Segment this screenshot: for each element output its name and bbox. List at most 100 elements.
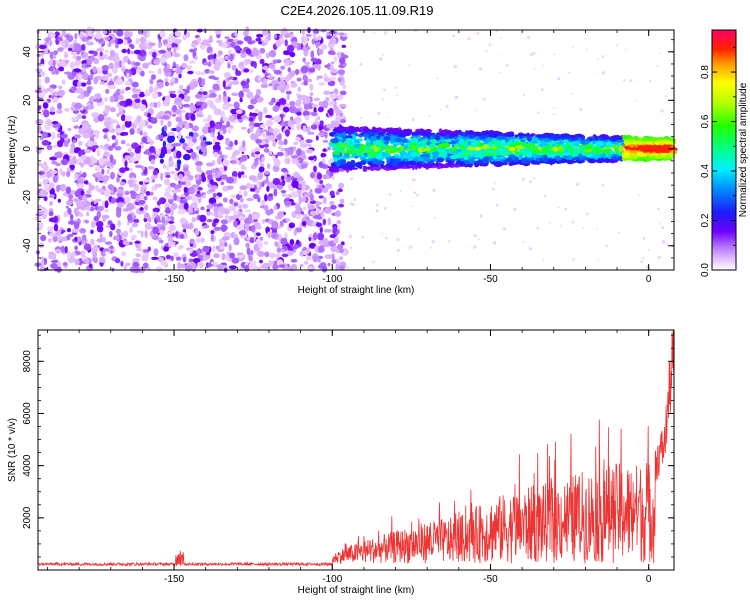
spectrogram-cell bbox=[93, 256, 98, 264]
spectrogram-cell bbox=[207, 54, 216, 61]
spectrogram-cell bbox=[115, 78, 124, 86]
spectrogram-cell bbox=[124, 80, 131, 86]
spectrogram-cell bbox=[65, 186, 71, 195]
spectrogram-cell bbox=[61, 79, 66, 85]
spectrogram-cell bbox=[255, 88, 262, 96]
spectrogram-cell bbox=[78, 162, 85, 166]
spectrogram-cell bbox=[156, 100, 161, 109]
spectrogram-cell bbox=[81, 256, 88, 260]
spectrogram-cell bbox=[133, 88, 141, 93]
spectrogram-cell bbox=[150, 191, 154, 196]
spectrogram-cell bbox=[43, 183, 50, 189]
spectrogram-cell bbox=[155, 135, 159, 141]
spectrogram-cell bbox=[96, 148, 101, 157]
spectrogram-cell bbox=[134, 147, 141, 155]
spectrogram-cell bbox=[284, 232, 288, 239]
spectrogram-cell bbox=[307, 78, 313, 83]
spectrogram-cell bbox=[109, 123, 114, 130]
spectrogram-cell bbox=[159, 56, 166, 64]
spectrogram-cell bbox=[120, 140, 126, 145]
spectrogram-cell bbox=[319, 180, 324, 184]
spectrogram-cell bbox=[290, 82, 298, 88]
spectrogram-cell bbox=[339, 144, 348, 147]
spectrogram-cell bbox=[472, 245, 477, 249]
spectrogram-cell bbox=[301, 143, 308, 148]
spectrogram-cell bbox=[104, 108, 109, 114]
spectrogram-cell bbox=[116, 202, 125, 208]
spectrogram-cell bbox=[179, 85, 184, 90]
spectrogram-cell bbox=[159, 229, 164, 236]
spectrogram-cell bbox=[265, 114, 273, 119]
spectrogram-cell bbox=[68, 194, 74, 200]
spectrogram-cell bbox=[255, 139, 262, 144]
spectrogram-cell bbox=[654, 137, 658, 141]
spectrogram-cell bbox=[50, 88, 54, 96]
spectrogram-cell bbox=[149, 78, 154, 85]
spectrogram-cell bbox=[340, 37, 347, 41]
spectrogram-cell bbox=[144, 222, 151, 231]
spectrogram-cell bbox=[54, 68, 60, 75]
spectrogram-cell bbox=[159, 158, 164, 164]
spectrogram-cell bbox=[245, 242, 250, 248]
spectrogram-cell bbox=[295, 239, 300, 246]
spectrogram-cell bbox=[283, 138, 288, 146]
spectrogram-cell bbox=[125, 98, 133, 106]
spectrogram-cell bbox=[313, 97, 321, 102]
spectrogram-cell bbox=[164, 188, 172, 192]
spectrogram-cell bbox=[445, 160, 452, 163]
spectrogram-cell bbox=[140, 70, 145, 77]
spectrogram-cell bbox=[249, 69, 254, 74]
spectrogram-cell bbox=[83, 180, 89, 184]
spectrogram-cell bbox=[543, 64, 545, 66]
spectrogram-cell bbox=[259, 129, 264, 133]
spectrogram-cell bbox=[656, 65, 659, 68]
spectrogram-cell bbox=[115, 128, 123, 134]
spectrogram-cell bbox=[577, 153, 583, 159]
spectrogram-cell bbox=[147, 125, 153, 129]
spectrogram-cell bbox=[153, 248, 159, 257]
spectrogram-cell bbox=[261, 182, 265, 187]
spectrogram-cell bbox=[168, 136, 173, 143]
spectrogram-cell bbox=[209, 35, 213, 42]
spectrogram-cell bbox=[61, 39, 70, 45]
spectrogram-cell bbox=[332, 120, 340, 128]
spectrogram-cell bbox=[59, 168, 63, 175]
spectrogram-cell bbox=[82, 132, 91, 139]
spectrogram-cell bbox=[502, 227, 506, 231]
spectrogram-cell bbox=[289, 239, 295, 246]
spectrogram-cell bbox=[146, 136, 152, 143]
spectrogram-cell bbox=[48, 67, 53, 72]
spectrogram-cell bbox=[127, 213, 133, 221]
spectrogram-cell bbox=[308, 67, 316, 73]
spectrogram-cell bbox=[436, 77, 439, 80]
spectrogram-cell bbox=[384, 167, 389, 170]
spectrogram-cell bbox=[233, 237, 240, 246]
spectrogram-cell bbox=[102, 29, 108, 35]
spectrogram-cell bbox=[40, 85, 44, 91]
spectrogram-cell bbox=[348, 132, 352, 136]
spectrogram-cell bbox=[170, 243, 175, 247]
spectrogram-cell bbox=[286, 149, 294, 156]
spectrogram-cell bbox=[44, 76, 50, 84]
spectrogram-cell bbox=[176, 126, 181, 133]
spectrogram-cell bbox=[184, 123, 190, 130]
spectrogram-cell bbox=[120, 114, 126, 122]
spectrogram-cell bbox=[241, 126, 247, 130]
spectrogram-cell bbox=[63, 53, 69, 59]
spectrogram-cell bbox=[588, 156, 595, 159]
spectrogram-cell bbox=[325, 174, 330, 180]
spectrogram-cell bbox=[427, 163, 433, 169]
spectrogram-cell bbox=[140, 42, 147, 50]
spectrogram-cell bbox=[443, 139, 452, 143]
spectrogram-cell bbox=[198, 262, 204, 269]
spectrogram-cell bbox=[290, 155, 299, 159]
spectrogram-cell bbox=[569, 146, 575, 149]
spectrogram-cell bbox=[185, 65, 193, 69]
spectrogram-cell bbox=[116, 113, 120, 117]
spectrogram-cell bbox=[115, 88, 121, 96]
spectrogram-cell bbox=[238, 90, 244, 99]
spectrogram-cell bbox=[227, 63, 231, 69]
spectrogram-cell bbox=[324, 254, 333, 259]
spectrogram-cell bbox=[101, 177, 109, 182]
spectrogram-cell bbox=[218, 167, 224, 172]
